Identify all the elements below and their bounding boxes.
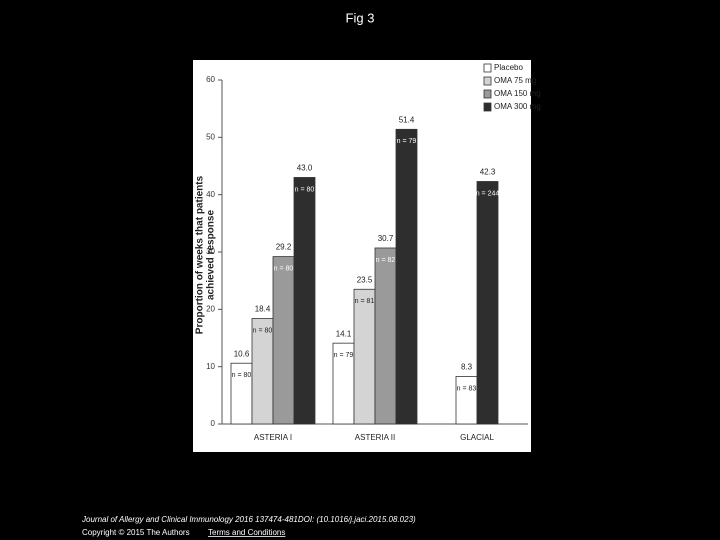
legend-label: Placebo [494,63,523,72]
n-label: n = 79 [334,352,354,359]
y-tick-label: 10 [206,362,215,371]
x-tick-label: GLACIAL [460,433,494,442]
legend-label: OMA 150 mg [494,89,541,98]
value-label: 51.4 [399,115,415,124]
y-tick-label: 50 [206,132,215,141]
value-label: 14.1 [336,329,352,338]
n-label: n = 81 [355,298,375,305]
y-tick-label: 30 [206,247,215,256]
legend-label: OMA 75 mg [494,76,536,85]
legend-swatch [483,76,492,86]
bar [395,128,418,425]
x-tick-label: ASTERIA I [254,433,292,442]
legend-swatch [483,102,492,112]
bar [374,247,397,425]
bar [476,181,499,425]
legend-label: OMA 300 mg [494,102,541,111]
bar [272,256,295,425]
y-tick-label: 60 [206,75,215,84]
value-label: 23.5 [357,275,373,284]
y-tick-label: 0 [211,419,216,428]
terms-link[interactable]: Terms and Conditions [208,528,285,537]
y-tick-label: 40 [206,190,215,199]
y-tick-label: 20 [206,304,215,313]
legend-swatch [483,89,492,99]
citation: Journal of Allergy and Clinical Immunolo… [81,515,416,524]
y-axis-label: Proportion of weeks that patients [195,175,206,334]
n-label: n = 80 [232,372,252,379]
x-tick-label: ASTERIA II [355,433,395,442]
n-label: n = 80 [274,265,294,272]
value-label: 8.3 [461,363,473,372]
value-label: 30.7 [378,234,394,243]
n-label: n = 80 [253,327,273,334]
value-label: 42.3 [480,168,496,177]
bar [353,288,376,425]
n-label: n = 82 [376,257,396,264]
n-label: n = 79 [397,138,417,145]
n-label: n = 244 [476,190,500,197]
n-label: n = 83 [457,385,477,392]
n-label: n = 80 [295,186,315,193]
bar [455,376,478,425]
value-label: 43.0 [297,164,313,173]
legend-swatch [483,63,492,73]
bar [293,177,316,425]
value-label: 18.4 [255,305,271,314]
value-label: 10.6 [234,349,250,358]
slide-title: Fig 3 [346,10,375,25]
value-label: 29.2 [276,243,292,252]
copyright: Copyright © 2015 The Authors [82,528,190,537]
y-axis-label: achieved response [206,210,217,300]
